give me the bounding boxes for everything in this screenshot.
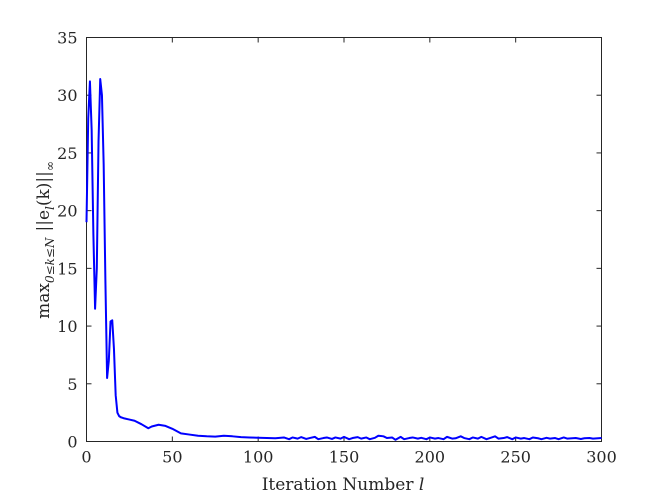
y-tick-label: 15	[57, 259, 77, 278]
y-tick-label: 0	[67, 433, 77, 452]
y-tick-label: 20	[57, 202, 77, 221]
y-axis-label-expr-tail: (k)||	[34, 171, 54, 206]
x-tick-label: 250	[500, 448, 531, 467]
y-axis-label-max: max	[34, 283, 54, 319]
y-axis-label-expr: ||e	[34, 210, 54, 232]
x-tick-label: 100	[243, 448, 274, 467]
y-tick-label: 5	[67, 375, 77, 394]
y-axis-label-tail-sub: ∞	[43, 161, 57, 171]
x-tick-label: 300	[586, 448, 617, 467]
y-axis-label-max-sub: 0≤k≤N	[43, 237, 57, 283]
x-tick-label: 50	[162, 448, 182, 467]
y-axis-label-expr-sub: l	[43, 206, 57, 210]
y-tick-label: 35	[57, 29, 77, 48]
x-axis-label: Iteration Number l	[262, 475, 425, 495]
x-tick-label: 150	[329, 448, 360, 467]
y-tick-label: 10	[57, 317, 77, 336]
x-tick-label: 200	[415, 448, 446, 467]
x-ticks: 0 50 100 150 200 250 300	[81, 37, 617, 467]
y-axis-label: max0≤k≤N ||el(k)||∞	[34, 161, 57, 319]
y-tick-label: 30	[57, 86, 77, 105]
series-line	[85, 78, 602, 441]
y-ticks: 0 5 10 15 20 25 30 35	[57, 29, 602, 452]
x-axis-label-variable: l	[419, 475, 424, 495]
x-tick-label: 0	[81, 448, 91, 467]
y-tick-label: 25	[57, 144, 77, 163]
plot-area: 0 50 100 150 200 250 300 0 5 10 15 20 25 30 35	[57, 29, 617, 467]
